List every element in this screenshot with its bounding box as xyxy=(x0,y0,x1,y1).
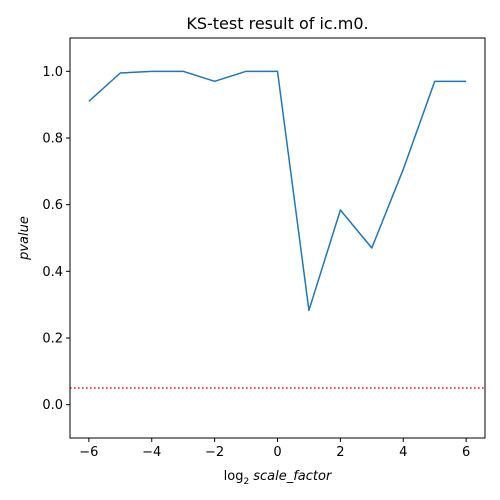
x-axis-label: log2 scale_factor xyxy=(224,469,333,487)
y-tick-label: 0.2 xyxy=(42,332,63,347)
y-tick-label: 1.0 xyxy=(42,65,63,80)
chart-title: KS-test result of ic.m0. xyxy=(186,14,368,33)
x-axis-label-variable: scale_factor xyxy=(253,469,333,484)
y-axis: 0.0 0.2 0.4 0.6 0.8 1.0 xyxy=(42,65,70,413)
x-axis: −6 −4 −2 0 2 4 6 xyxy=(79,438,470,460)
y-tick-label: 0.6 xyxy=(42,198,63,213)
x-axis-label-prefix: log xyxy=(224,469,244,484)
plot-frame xyxy=(69,37,486,439)
x-tick-label: 4 xyxy=(399,445,407,460)
plot-area xyxy=(70,70,485,389)
y-tick-label: 0.8 xyxy=(42,132,63,147)
x-axis-label-subscript: 2 xyxy=(244,477,250,487)
y-tick-label: 0.0 xyxy=(42,398,63,413)
x-tick-label: −4 xyxy=(142,445,161,460)
x-tick-label: −2 xyxy=(205,445,224,460)
x-tick-label: 0 xyxy=(273,445,281,460)
y-axis-label: pvalue xyxy=(17,216,32,261)
y-tick-label: 0.4 xyxy=(42,265,63,280)
x-tick-label: 2 xyxy=(336,445,344,460)
x-tick-label: 6 xyxy=(462,445,470,460)
x-tick-label: −6 xyxy=(79,445,98,460)
